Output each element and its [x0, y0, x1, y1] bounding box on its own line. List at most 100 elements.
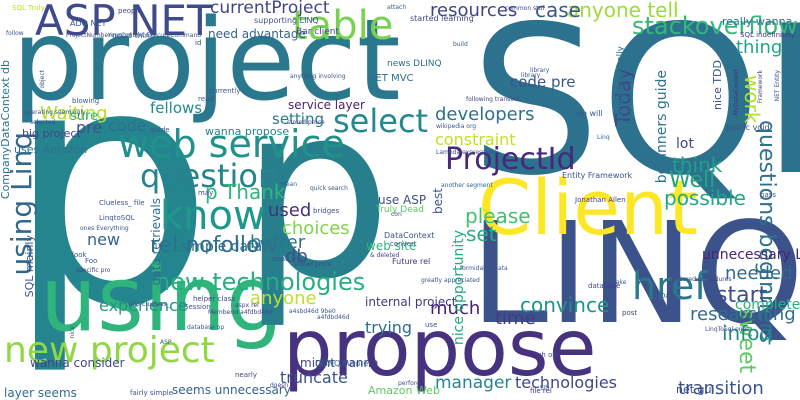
cloud-word: think	[672, 153, 723, 177]
cloud-word: needed	[725, 263, 793, 284]
cloud-word: manager	[435, 373, 512, 393]
cloud-word: nice opportunity	[451, 230, 467, 346]
cloud-word: nice	[69, 326, 76, 339]
cloud-word: might wanna	[300, 356, 379, 370]
cloud-word: Truly Dead	[376, 205, 424, 215]
cloud-word: guide	[150, 126, 170, 134]
cloud-word: a4sbd46d 9be0	[289, 308, 336, 315]
cloud-word: project	[12, 0, 401, 126]
cloud-word: wikipedia org	[436, 123, 477, 130]
cloud-word: researching	[690, 304, 796, 325]
cloud-word: rel nofollow	[150, 233, 278, 258]
cloud-word: stackoverflow	[632, 12, 798, 40]
cloud-word: infoq	[722, 321, 773, 345]
cloud-word: using	[40, 247, 284, 352]
cloud-word: Foo	[85, 257, 98, 265]
cloud-word: ones Everything	[80, 225, 129, 232]
cloud-word: wanna consider	[30, 356, 125, 370]
cloud-word: use ASP	[378, 193, 427, 207]
cloud-word: good thing	[112, 31, 156, 40]
cloud-word: SQL	[470, 0, 800, 221]
cloud-word: work	[740, 75, 764, 124]
cloud-word: code	[108, 116, 147, 135]
cloud-word: may	[198, 189, 214, 197]
cloud-word: seems unnecessary	[172, 383, 291, 397]
cloud-word: developers	[435, 104, 535, 125]
cloud-word: DLINQ Future	[315, 359, 369, 368]
cloud-word: perfore	[398, 380, 420, 387]
cloud-word: set	[466, 222, 497, 246]
cloud-word: propose	[283, 304, 597, 394]
cloud-word: anyone tell	[567, 0, 679, 22]
cloud-word: Bar client	[296, 27, 339, 37]
cloud-word: library	[521, 72, 541, 79]
cloud-word: Waiting	[40, 103, 108, 124]
cloud-word: new project	[4, 330, 215, 371]
cloud-word: a4fdbd46d	[317, 314, 350, 321]
cloud-word: con	[391, 211, 402, 218]
cloud-word: LinqtoSQL	[99, 214, 135, 222]
cloud-word: & deleted	[370, 252, 400, 259]
cloud-word: uses Amazon	[14, 143, 88, 156]
cloud-word: LINQ	[470, 193, 800, 356]
cloud-word: blowing	[72, 97, 100, 105]
cloud-word: new	[87, 230, 121, 249]
cloud-word: helper class	[193, 295, 235, 303]
cloud-word: really wanna	[722, 15, 793, 28]
cloud-word: stored procedures	[677, 276, 732, 283]
cloud-word: much	[430, 298, 481, 319]
cloud-word: currently	[209, 87, 241, 95]
cloud-word: bridges	[313, 207, 340, 215]
cloud-word: data retrievals	[149, 198, 163, 286]
cloud-word: time	[495, 308, 536, 329]
cloud-word: ADO NET	[70, 19, 107, 28]
cloud-word: completely new	[735, 297, 800, 313]
cloud-word: look	[72, 251, 87, 259]
cloud-word: library	[530, 67, 550, 74]
cloud-word: selected	[30, 119, 56, 126]
cloud-word: doesn	[270, 382, 289, 389]
cloud-word: need advantage	[208, 27, 306, 41]
cloud-word: nice TDD	[711, 60, 724, 110]
cloud-word: wanna propose	[205, 125, 290, 138]
cloud-word: Uh	[540, 384, 550, 392]
cloud-word: greatly appreciated	[421, 277, 480, 284]
cloud-word: CompanyDataContext db	[0, 60, 12, 200]
cloud-word: Jonathan Allen	[575, 196, 626, 204]
cloud-word: please	[465, 204, 531, 228]
cloud-word: pass	[760, 191, 777, 199]
cloud-word: Session	[184, 303, 211, 311]
cloud-word: use	[425, 321, 438, 329]
cloud-word: supporting LINQ	[254, 16, 319, 25]
cloud-word: resources	[430, 0, 518, 21]
cloud-word: nearly	[235, 371, 257, 379]
cloud-word: technologies	[515, 373, 617, 392]
cloud-word: Linq	[597, 134, 610, 141]
cloud-word: NET Entity	[774, 70, 781, 102]
cloud-word: news DLINQ	[387, 59, 442, 69]
cloud-word: ASP NET	[35, 0, 213, 45]
cloud-word: best	[431, 188, 445, 214]
cloud-word: DataContext	[384, 231, 435, 240]
cloud-word: manager actually	[616, 46, 626, 125]
cloud-word: common stuf	[505, 5, 545, 12]
cloud-word: start	[716, 283, 768, 308]
cloud-word: Well	[669, 168, 716, 193]
cloud-word: SQL indefinitely	[740, 31, 796, 39]
cloud-word: web service	[118, 122, 345, 166]
cloud-word: internal project	[365, 295, 457, 309]
cloud-word: aspx rel	[235, 302, 259, 309]
cloud-word: Entity Framework	[562, 171, 633, 180]
cloud-word: wiki Clueless_	[128, 301, 170, 308]
cloud-word: new technologies	[155, 268, 366, 296]
cloud-word: p Thank	[205, 180, 286, 204]
cloud-word: MemberId a4fdbd46d	[208, 309, 273, 316]
cloud-word: service layer	[288, 98, 365, 112]
cloud-word: trying	[365, 318, 413, 337]
cloud-word: choices	[282, 218, 350, 239]
cloud-word: MyDataContext	[733, 69, 740, 116]
cloud-word: fairly simple	[130, 389, 173, 397]
cloud-word: better	[250, 232, 306, 253]
cloud-word: big project	[22, 127, 81, 140]
